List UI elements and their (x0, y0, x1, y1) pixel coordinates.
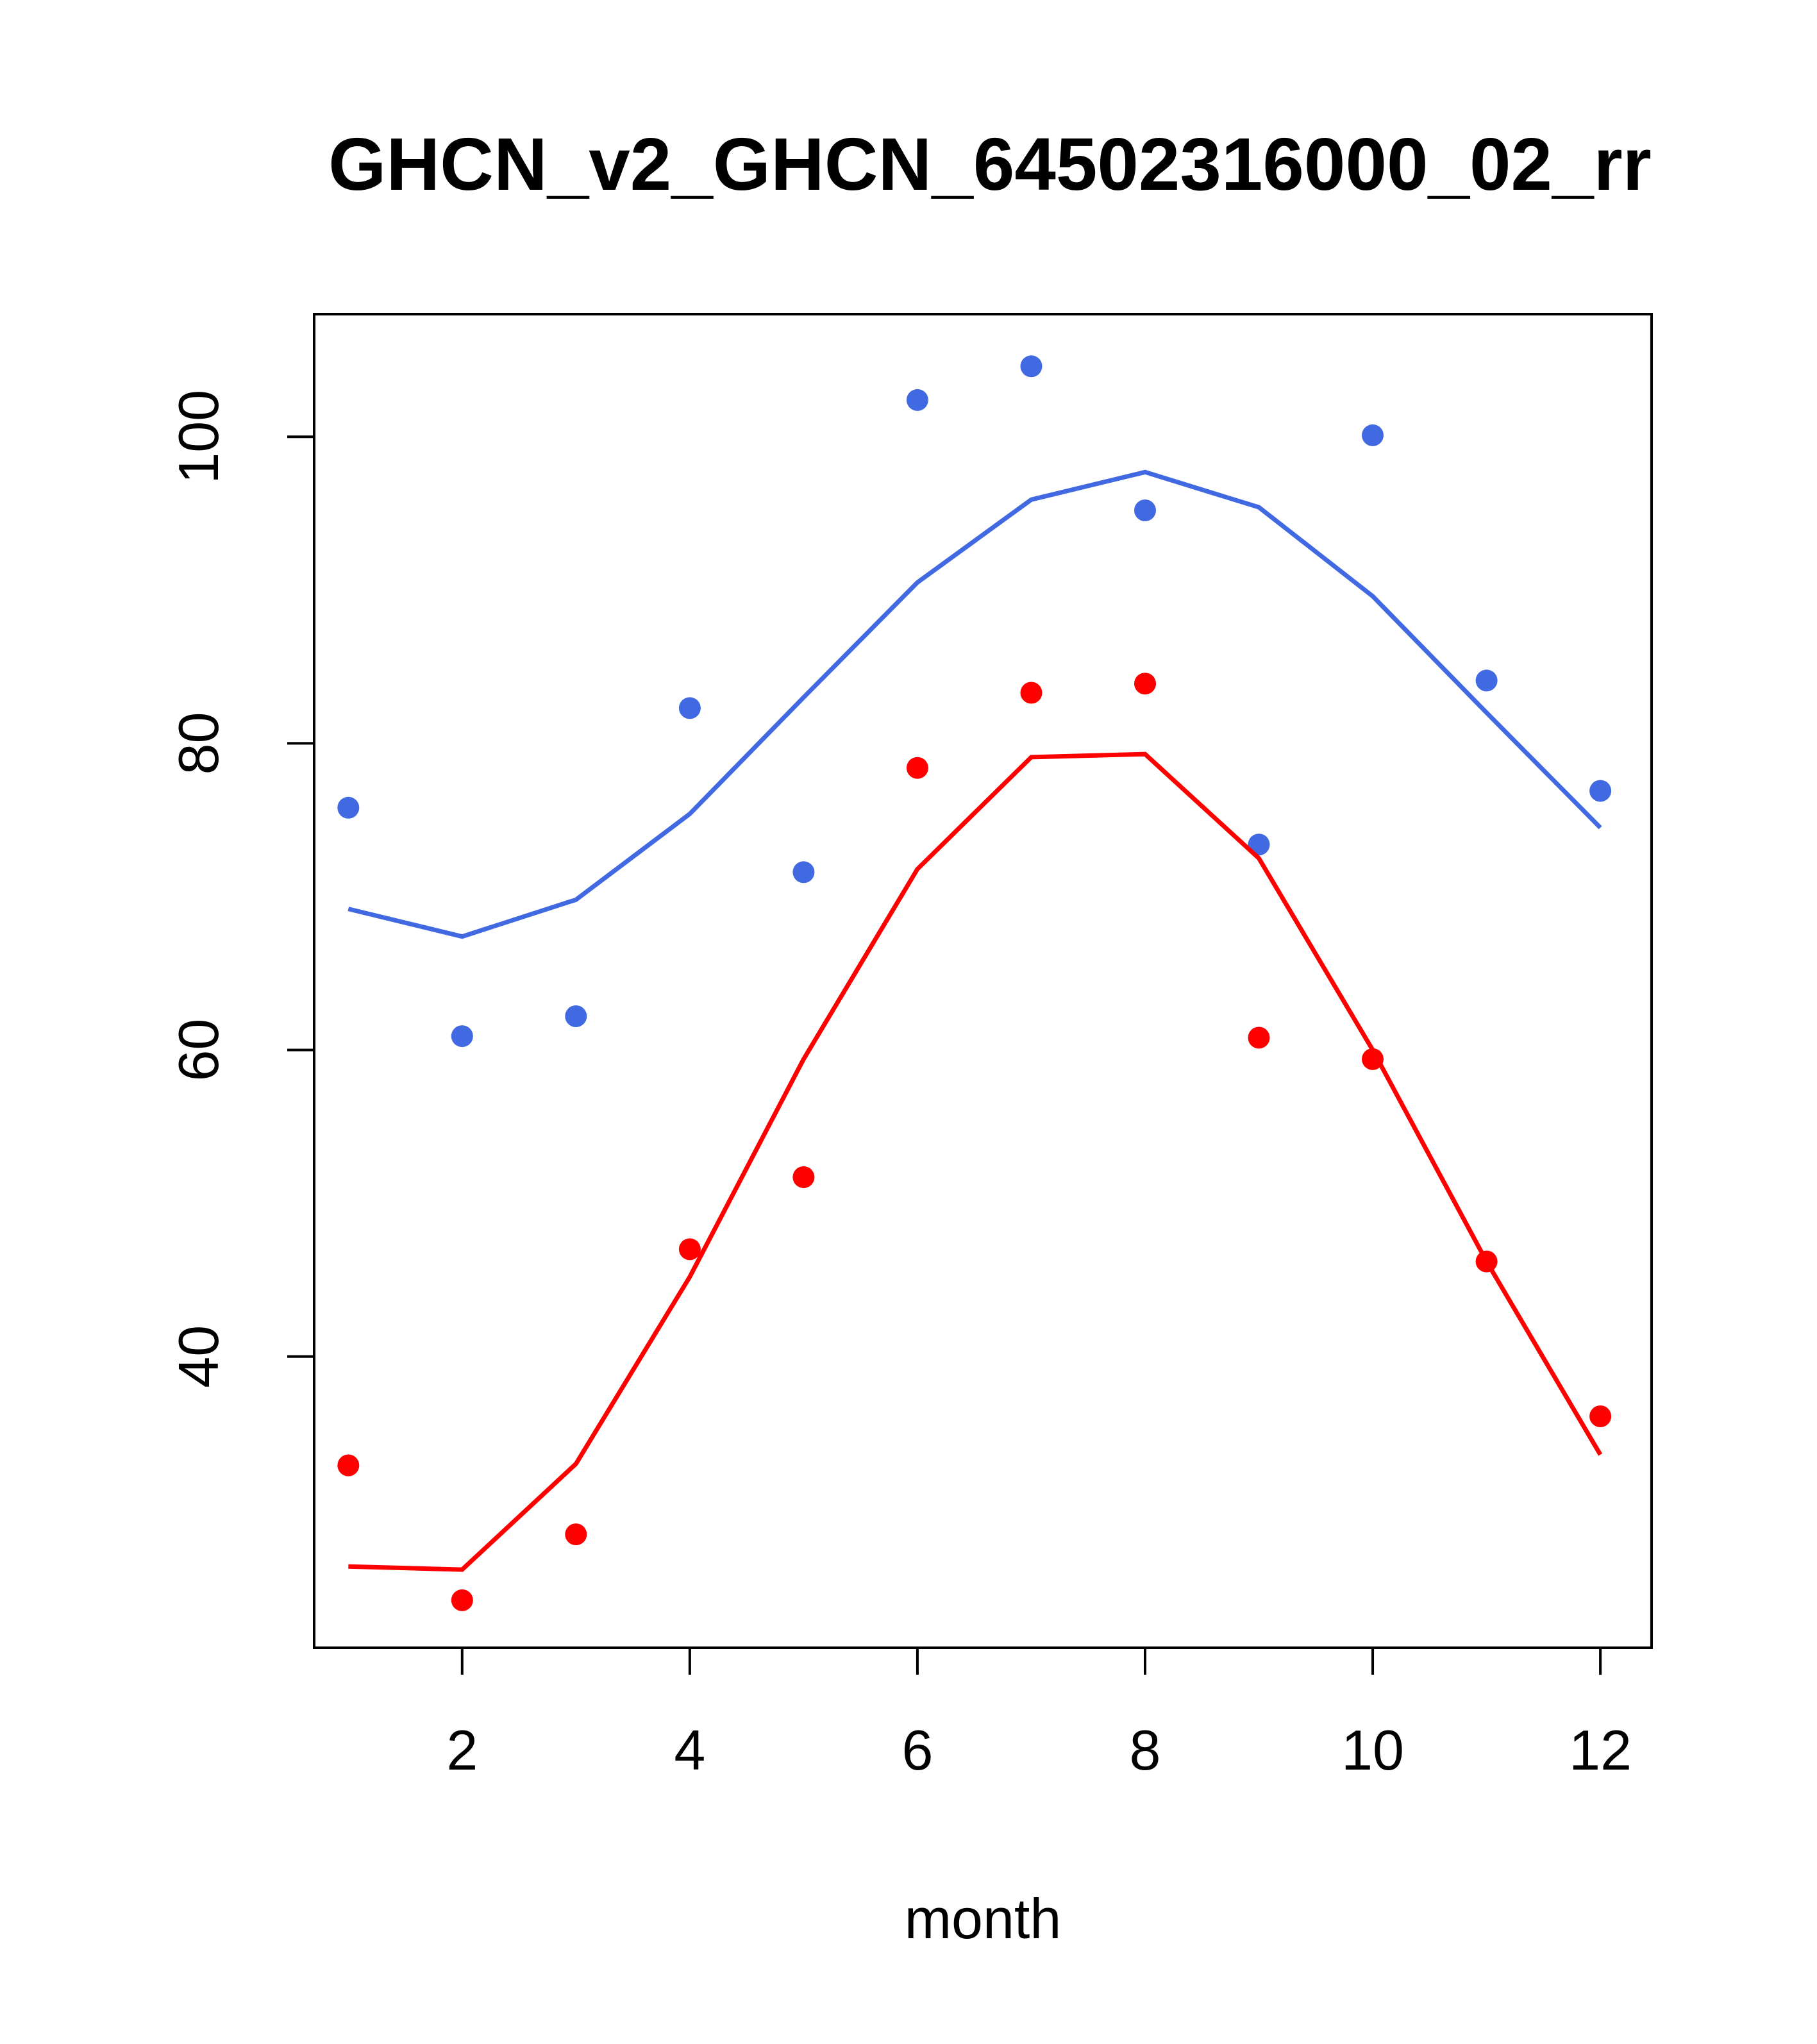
data-point (1248, 1026, 1270, 1049)
data-point (1475, 669, 1498, 692)
y-tick-label: 100 (167, 390, 230, 484)
x-tick-label: 10 (1341, 1718, 1404, 1782)
y-tick-label: 60 (167, 1019, 230, 1082)
data-point (337, 796, 360, 819)
data-point (906, 757, 928, 779)
x-axis: 2 4 6 8 10 12 (446, 1646, 1632, 1782)
data-point (1134, 673, 1156, 695)
data-point (1362, 424, 1384, 446)
chart-title: GHCN_v2_GHCN_64502316000_02_rr (328, 122, 1652, 206)
y-axis: 40 60 80 100 (167, 390, 315, 1388)
series-group (337, 355, 1612, 1611)
data-point (1020, 355, 1042, 378)
x-tick-label: 6 (901, 1718, 933, 1782)
plot-frame (313, 313, 1653, 1649)
series-1 (337, 355, 1612, 1048)
data-point (1362, 1048, 1384, 1070)
x-tick-label: 8 (1130, 1718, 1161, 1782)
data-point (1475, 1250, 1498, 1273)
x-axis-label: month (905, 1887, 1062, 1950)
x-tick-label: 12 (1569, 1718, 1632, 1782)
data-point (1248, 834, 1270, 856)
data-point (906, 389, 928, 411)
data-point (678, 1238, 701, 1261)
series-2 (337, 673, 1612, 1611)
data-point (565, 1005, 587, 1027)
y-tick-label: 40 (167, 1325, 230, 1388)
data-point (1134, 499, 1156, 521)
series-line (348, 751, 1603, 1572)
x-tick-label: 4 (674, 1718, 705, 1782)
series-line (347, 469, 1602, 939)
data-point (792, 1166, 815, 1188)
data-point (337, 1454, 360, 1477)
data-point (565, 1523, 587, 1546)
data-point (792, 861, 815, 884)
data-point (1589, 780, 1612, 802)
data-point (451, 1025, 473, 1048)
data-point (1589, 1405, 1612, 1427)
data-point (1020, 682, 1042, 704)
data-point (678, 697, 701, 719)
y-tick-label: 80 (167, 712, 230, 775)
data-point (451, 1589, 473, 1611)
x-tick-label: 2 (446, 1718, 478, 1782)
